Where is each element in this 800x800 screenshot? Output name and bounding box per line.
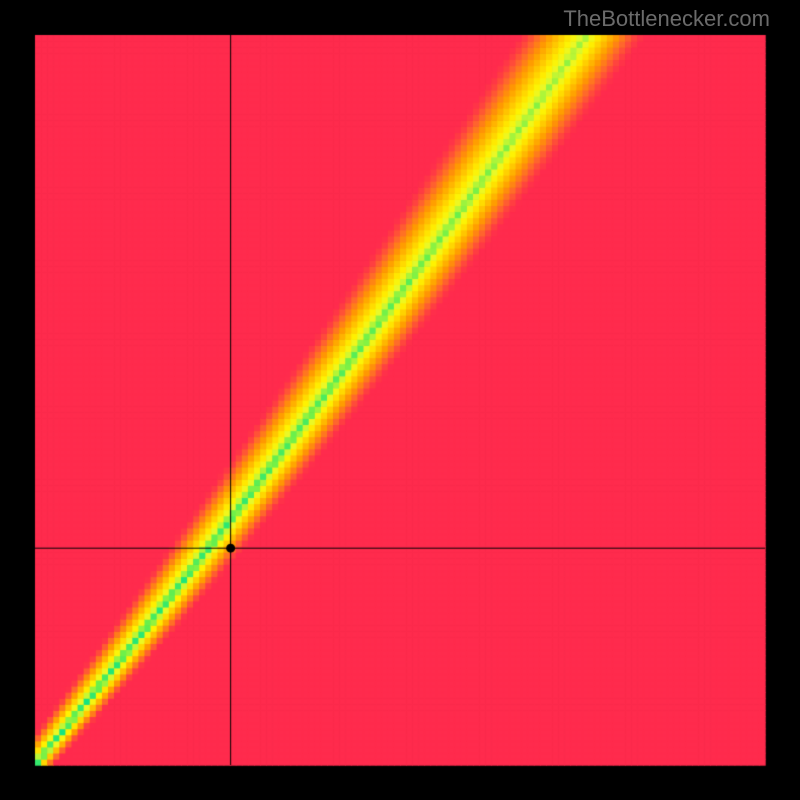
bottleneck-heatmap xyxy=(0,0,800,800)
watermark-text: TheBottlenecker.com xyxy=(563,6,770,32)
chart-container: TheBottlenecker.com xyxy=(0,0,800,800)
